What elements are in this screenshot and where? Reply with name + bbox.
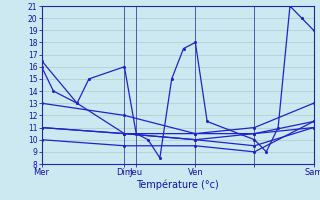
X-axis label: Température (°c): Température (°c) <box>136 180 219 190</box>
